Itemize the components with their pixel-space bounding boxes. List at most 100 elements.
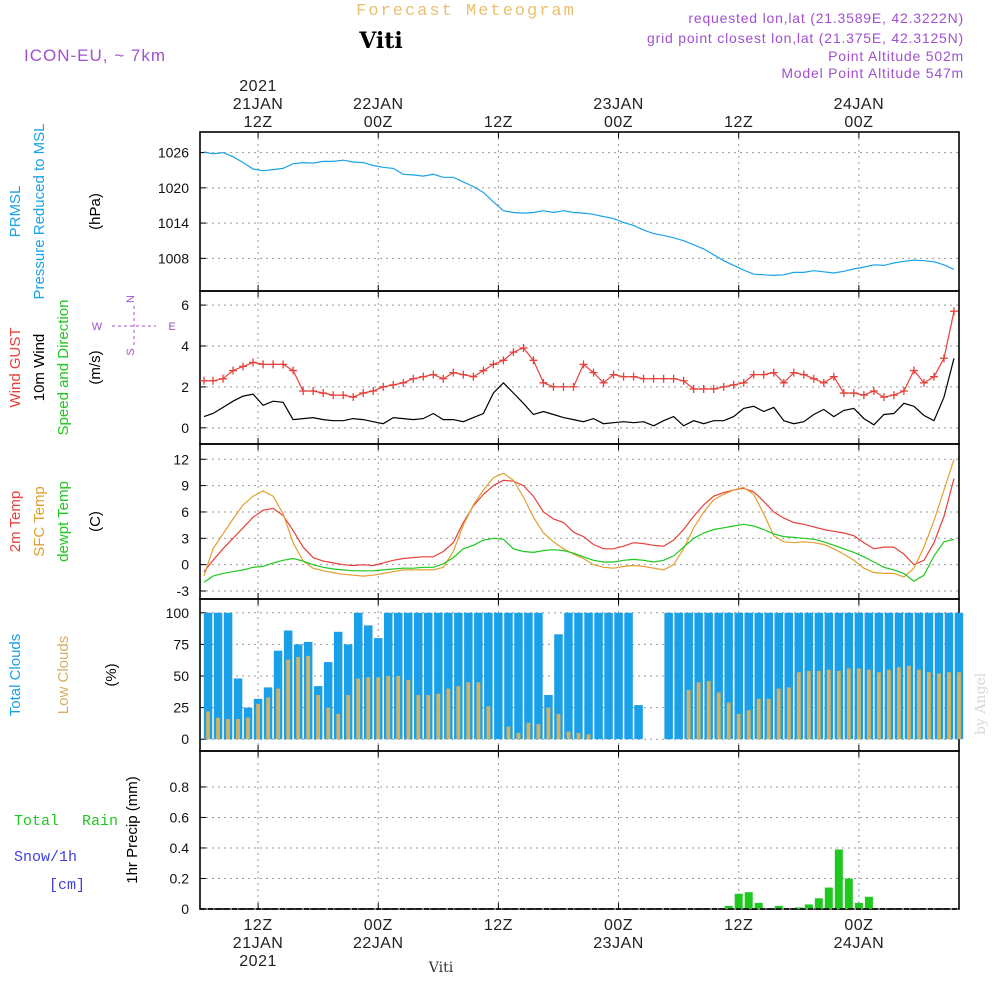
gust-marker [819, 378, 828, 387]
total-cloud-bar [504, 612, 513, 740]
precip-legend-snow: Snow/1h [14, 849, 77, 866]
gust-marker [329, 391, 338, 400]
gust-marker [449, 368, 458, 377]
top-time-label: 12Z [244, 114, 273, 131]
gust-marker [619, 372, 628, 381]
top-time-label: 23JAN [593, 96, 644, 113]
bottom-time-label: 00Z [364, 917, 393, 934]
low-cloud-bar [686, 689, 691, 740]
model-point-altitude: Model Point Altitude 547m [781, 65, 964, 81]
low-cloud-bar [806, 670, 811, 740]
wind-compass: N S W E [92, 295, 176, 356]
gust-marker [699, 384, 708, 393]
panel-label: 10m Wind [31, 334, 48, 402]
gust-marker [689, 384, 698, 393]
rain-bar [864, 896, 873, 909]
gust-marker [789, 368, 798, 377]
total-cloud-bar [574, 612, 583, 740]
top-time-label: 00Z [364, 114, 393, 131]
bottom-time-label: 00Z [844, 917, 873, 934]
total-cloud-bar [454, 612, 463, 740]
total-cloud-bar [474, 612, 483, 740]
low-cloud-bar [907, 665, 911, 740]
rain-bar [824, 887, 833, 909]
low-cloud-bar [566, 731, 571, 740]
low-cloud-bar [947, 672, 951, 740]
gust-marker [899, 387, 908, 395]
panel-label: SFC Temp [31, 486, 48, 557]
total-cloud-bar [524, 612, 533, 740]
total-cloud-bar [434, 612, 443, 740]
gust-marker [289, 366, 298, 375]
low-cloud-bar [346, 695, 351, 740]
total-cloud-bar [534, 612, 543, 740]
footer-station: Viti [428, 960, 454, 976]
gust-marker [229, 366, 238, 375]
panel-label: 2m Temp [7, 491, 24, 552]
y-tick-label: 2 [181, 379, 189, 395]
low-cloud-bar [286, 659, 290, 740]
top-time-label: 22JAN [353, 96, 404, 113]
low-cloud-bar [366, 677, 371, 740]
gust-marker [769, 368, 778, 377]
point-altitude: Point Altitude 502m [828, 48, 964, 64]
gust-marker [579, 360, 588, 369]
rain-bar [794, 907, 803, 909]
y-tick-label: 6 [181, 297, 189, 313]
rain-bar [734, 893, 743, 909]
low-cloud-bar [877, 672, 881, 740]
bottom-time-label: 24JAN [834, 935, 885, 952]
total-cloud-bar [323, 662, 333, 740]
total-cloud-bar [333, 631, 343, 740]
series-line-10m-wind [203, 358, 955, 427]
y-tick-label: 0 [181, 557, 189, 573]
total-cloud-bar [674, 612, 683, 740]
total-cloud-bar [564, 612, 573, 740]
rain-bar [744, 892, 753, 909]
rain-bar [754, 902, 763, 909]
low-cloud-bar [756, 698, 761, 740]
rain-bar [834, 849, 843, 909]
low-cloud-bar [446, 688, 451, 740]
low-cloud-bar [406, 679, 411, 740]
y-tick-label: 0.8 [170, 779, 190, 795]
gust-marker [609, 370, 618, 379]
low-cloud-bar [276, 688, 280, 740]
gust-marker [499, 356, 508, 365]
requested-coordinates: requested lon,lat (21.3589E, 42.3222N) [688, 10, 964, 26]
gust-marker [809, 374, 818, 383]
gust-marker [459, 370, 468, 379]
total-cloud-bar [233, 678, 243, 740]
total-cloud-bar [784, 612, 793, 740]
y-tick-label: 0.2 [170, 870, 190, 886]
y-tick-label: 1014 [158, 215, 189, 231]
low-cloud-bar [816, 670, 821, 740]
low-cloud-bar [536, 724, 541, 740]
gust-marker [339, 391, 348, 400]
low-cloud-bar [846, 668, 851, 740]
gust-marker [719, 382, 728, 391]
low-cloud-bar [766, 698, 771, 740]
gust-marker [269, 360, 278, 369]
low-cloud-bar [386, 676, 391, 740]
gust-marker [259, 360, 268, 369]
rain-bar [844, 878, 853, 909]
low-cloud-bar [546, 707, 551, 740]
gust-marker [589, 368, 598, 377]
y-tick-label: 0 [181, 901, 189, 917]
panel-precip: 0 0.2 0.4 0.6 0.8 Total Rain Snow/1h [cm] 1hr Pr… [14, 750, 960, 917]
total-cloud-bar [744, 612, 753, 740]
gust-marker [249, 358, 258, 367]
bottom-time-label: 12Z [244, 917, 273, 934]
panel-clouds: 0 25 50 75 100 Total Clouds Low Clouds (%) [7, 598, 964, 752]
series-line-wind-gust [204, 311, 955, 398]
top-time-label: 24JAN [834, 96, 885, 113]
top-time-label: 12Z [724, 114, 753, 131]
low-cloud-bar [236, 719, 240, 740]
gust-marker [549, 382, 558, 391]
gust-marker [509, 348, 518, 357]
gust-marker [649, 374, 658, 383]
gust-marker [939, 354, 948, 363]
series-line-prmsl [203, 151, 955, 277]
low-cloud-bar [376, 677, 381, 740]
